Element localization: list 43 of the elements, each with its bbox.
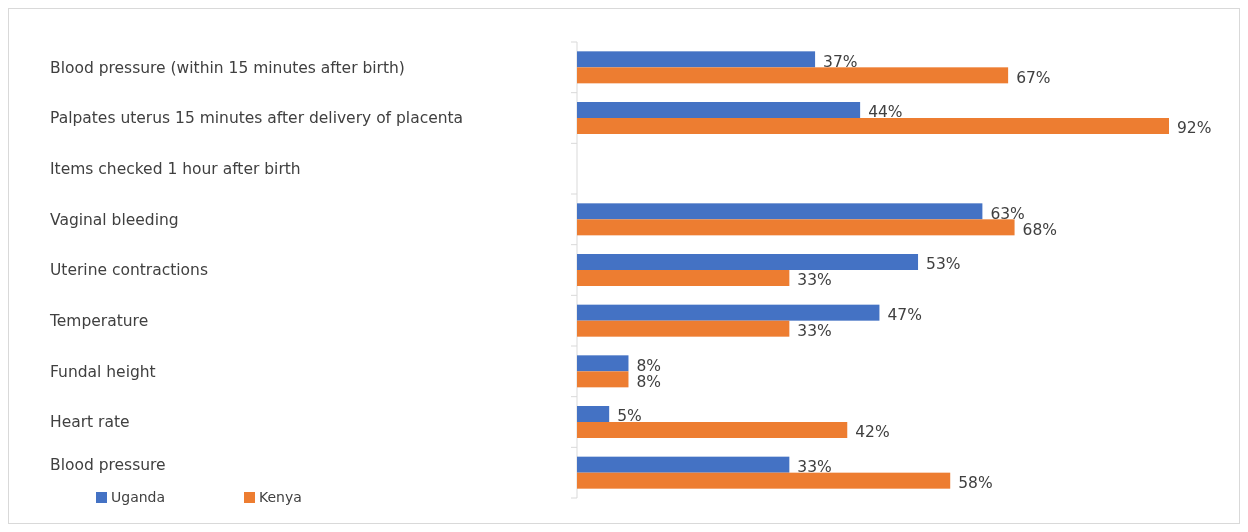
- bar: [577, 304, 880, 321]
- data-label: 92%: [1177, 119, 1212, 138]
- legend-label: Uganda: [111, 488, 166, 505]
- data-label: 8%: [636, 372, 662, 391]
- bar: [577, 203, 983, 220]
- bar: [577, 102, 861, 118]
- y-tick-label: Temperature: [49, 312, 149, 331]
- y-tick-label: Palpates uterus 15 minutes after delivery of placenta: [50, 109, 464, 128]
- data-label: 33%: [797, 322, 832, 341]
- bar: [577, 219, 1015, 236]
- bar: [577, 254, 919, 270]
- bar: [577, 456, 790, 473]
- bar: [577, 320, 790, 337]
- data-label: 47%: [887, 306, 922, 325]
- y-tick-label: Heart rate: [50, 413, 130, 432]
- bar: [577, 118, 1169, 134]
- bar: [577, 472, 951, 489]
- bar: [577, 355, 629, 372]
- bar: [577, 422, 848, 438]
- data-label: 67%: [1016, 68, 1051, 87]
- data-label: 58%: [958, 474, 993, 493]
- bar: [577, 406, 610, 422]
- data-label: 68%: [1022, 220, 1058, 239]
- data-label: 33%: [797, 271, 832, 290]
- y-tick-label: Uterine contractions: [50, 261, 208, 280]
- data-label: 5%: [617, 407, 642, 426]
- data-label: 63%: [990, 204, 1025, 223]
- y-tick-label: Blood pressure: [50, 456, 166, 475]
- y-tick-label: Fundal height: [50, 362, 156, 381]
- y-tick-label: Vaginal bleeding: [50, 210, 179, 229]
- y-tick-label: Blood pressure (within 15 minutes after birth): [50, 58, 405, 77]
- bar: [577, 51, 816, 68]
- legend-label: Kenya: [259, 488, 302, 505]
- data-label: 33%: [797, 458, 832, 477]
- bar: [577, 67, 1009, 84]
- y-tick-label: Items checked 1 hour after birth: [50, 160, 301, 179]
- data-label: 8%: [636, 356, 662, 375]
- bar: [577, 371, 629, 388]
- data-label: 42%: [855, 423, 890, 442]
- bar: [577, 270, 790, 286]
- data-label: 53%: [926, 255, 961, 274]
- data-label: 37%: [823, 52, 858, 71]
- data-label: 44%: [868, 103, 903, 122]
